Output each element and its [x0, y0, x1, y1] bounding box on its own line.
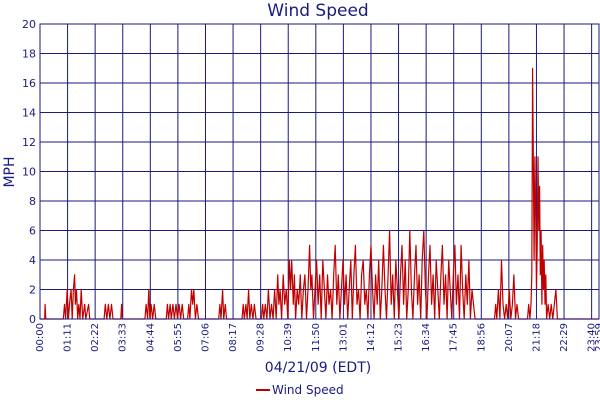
y-tick-label: 10 — [22, 166, 36, 179]
y-tick-labels: 0 2 4 6 8 10 12 14 16 18 20 — [22, 18, 36, 326]
x-tick-label: 01:11 — [63, 323, 74, 352]
x-tick-label: 07:06 — [200, 323, 211, 352]
x-tick-label: 02:22 — [90, 323, 101, 352]
x-tick-label: 22:29 — [559, 323, 570, 352]
x-axis-label: 04/21/09 (EDT) — [265, 360, 371, 376]
y-tick-label: 20 — [22, 18, 36, 31]
series-layer — [40, 67, 599, 320]
y-tick-label: 0 — [29, 313, 36, 326]
x-tick-label: 17:45 — [449, 323, 460, 352]
x-tick-label: 03:33 — [118, 323, 129, 352]
x-tick-label: 20:07 — [504, 323, 515, 352]
x-tick-label: 11:50 — [311, 323, 322, 352]
x-tick-label: 18:56 — [476, 323, 487, 352]
x-tick-label: 00:00 — [35, 323, 46, 352]
x-tick-label: 15:23 — [394, 323, 405, 352]
y-tick-label: 6 — [29, 225, 36, 238]
x-tick-label: 10:39 — [283, 323, 294, 352]
y-tick-label: 16 — [22, 77, 36, 90]
y-tick-label: 14 — [22, 107, 36, 120]
x-tick-label: 23:59 — [594, 323, 600, 352]
x-tick-label: 13:01 — [338, 323, 349, 352]
chart-title: Wind Speed — [267, 1, 368, 21]
legend-label-wind-speed: Wind Speed — [272, 383, 344, 397]
y-tick-label: 8 — [29, 195, 36, 208]
y-tick-label: 4 — [29, 254, 36, 267]
x-tick-label: 16:34 — [421, 323, 432, 352]
y-tick-label: 12 — [22, 136, 36, 149]
series-line-wind-speed — [40, 67, 599, 320]
x-tick-label: 08:17 — [228, 323, 239, 352]
y-tick-label: 2 — [29, 284, 36, 297]
x-tick-label: 05:55 — [173, 323, 184, 352]
x-tick-label: 21:18 — [531, 323, 542, 352]
y-tick-label: 18 — [22, 48, 36, 61]
x-tick-labels: 00:00 01:11 02:22 03:33 04:44 05:55 07:06 08:17… — [35, 323, 600, 352]
legend: Wind Speed — [256, 383, 344, 397]
x-tick-label: 09:28 — [256, 323, 267, 352]
x-tick-label: 14:12 — [366, 323, 377, 352]
plot-frame — [39, 23, 600, 320]
y-axis-label: MPH — [2, 156, 18, 187]
x-tick-label: 23:40 — [587, 323, 598, 352]
x-tick-label: 04:44 — [145, 323, 156, 352]
